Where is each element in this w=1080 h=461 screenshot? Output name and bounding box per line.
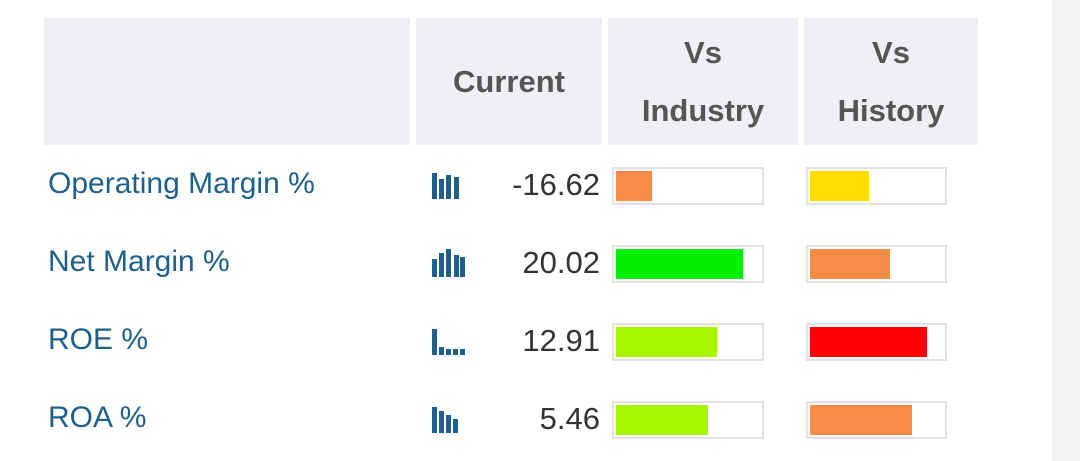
current-value: -16.62 [512,167,600,202]
icon-bar [432,259,437,277]
icon-bar [439,179,444,199]
icon-bar [446,175,451,199]
icon-bar [460,257,465,277]
rank-bar [810,171,869,201]
icon-bar [439,347,444,355]
rank-bar-track [612,323,764,361]
row-label: Operating Margin % [48,167,315,200]
rank-bar [810,327,928,357]
trend-icon [432,403,466,433]
icon-bar [454,177,459,199]
row-label: ROA % [48,401,147,434]
header-current: Current [453,63,565,99]
icon-bar [446,415,451,433]
row-label: ROE % [48,323,149,356]
trend-icon [432,169,466,199]
icon-bar [432,329,437,355]
row-label: Net Margin % [48,245,230,278]
rank-bar-track [612,401,764,439]
rank-bar-track [806,401,947,439]
rank-bar [810,249,890,279]
icon-bar [439,253,444,277]
trend-icon [432,247,466,277]
icon-bar [446,349,451,355]
trend-icon [432,325,466,355]
rank-bar-track [806,167,947,205]
current-value: 5.46 [539,401,600,436]
header-cell: Vs History [804,18,978,145]
icon-bar [460,349,465,355]
rank-bar-track [806,323,947,361]
icon-bar [446,249,451,277]
rank-bar-track [612,245,764,283]
header-cell [44,18,410,145]
header-cell: Current [416,18,602,145]
current-value: 12.91 [522,323,600,358]
rank-bar [616,249,743,279]
icon-bar [439,411,444,433]
rank-bar [616,171,652,201]
icon-bar [454,255,459,277]
icon-bar [432,173,437,199]
current-value: 20.02 [522,245,600,280]
rank-bar-track [612,167,764,205]
rank-bar [616,405,709,435]
icon-bar [453,419,458,433]
header-cell: Vs Industry [608,18,798,145]
header-vs-industry: Vs Industry [641,34,765,128]
rank-bar [616,327,717,357]
rank-bar [810,405,913,435]
side-strip [1052,0,1080,461]
icon-bar [453,349,458,355]
rank-bar-track [806,245,947,283]
icon-bar [432,407,437,433]
header-vs-history: Vs History [837,34,945,128]
